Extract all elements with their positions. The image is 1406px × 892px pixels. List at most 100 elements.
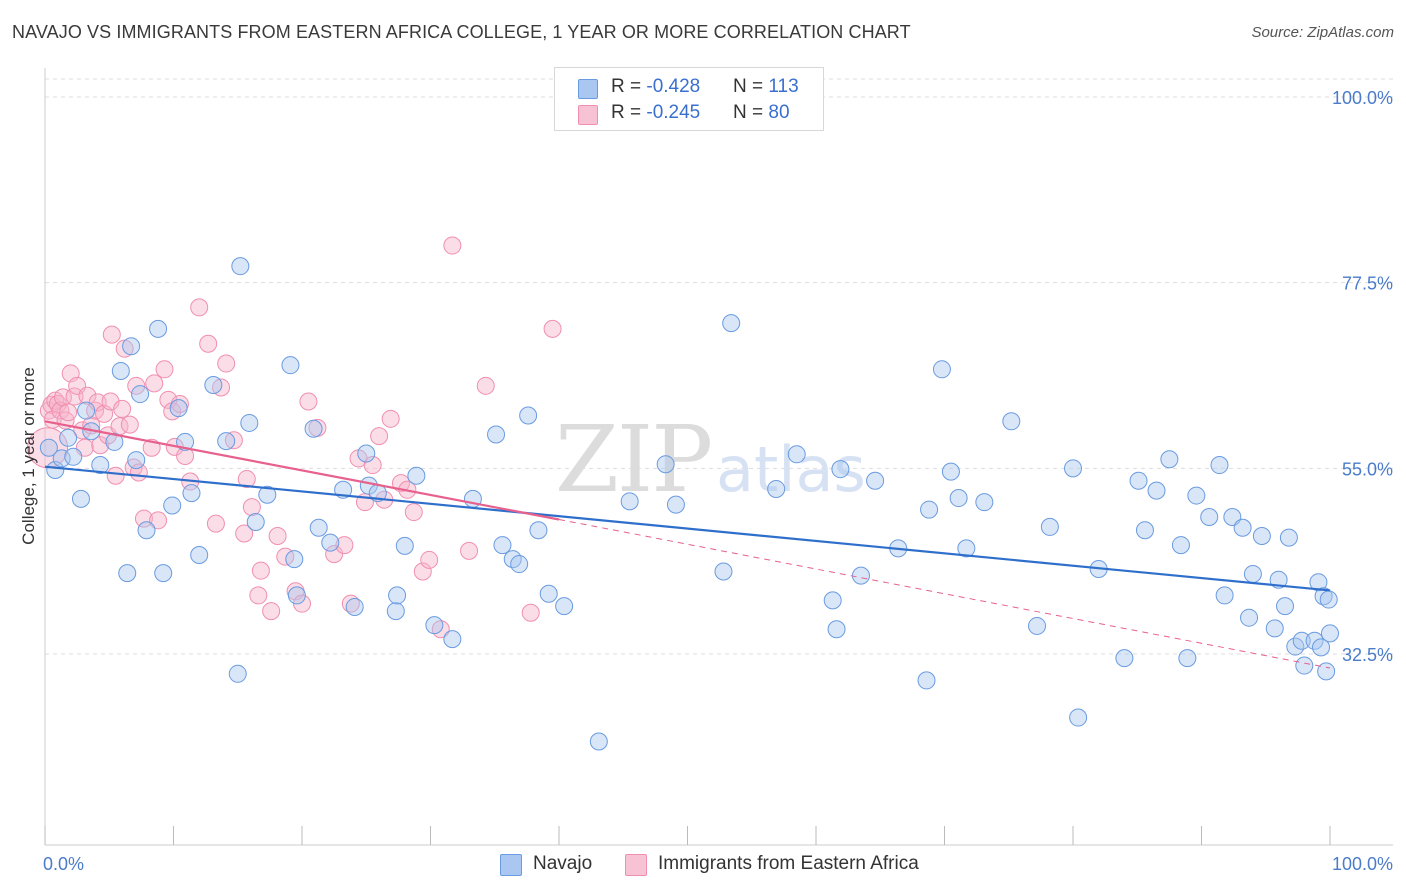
data-point-navajo: [71, 489, 90, 508]
data-point-navajo: [555, 597, 574, 616]
data-point-navajo: [941, 462, 960, 481]
navajo-n-value: 113: [768, 76, 799, 97]
data-point-navajo: [64, 447, 83, 466]
data-point-navajo: [1319, 590, 1338, 609]
x-tick-label: 0.0%: [43, 854, 84, 874]
data-point-navajo: [787, 445, 806, 464]
data-point-eastern-africa: [420, 550, 439, 569]
data-point-navajo: [1187, 486, 1206, 505]
data-point-navajo: [59, 428, 78, 447]
data-point-eastern-africa: [242, 498, 261, 517]
data-point-navajo: [1129, 471, 1148, 490]
tick-labels: 32.5% 55.0% 77.5% 100.0% 0.0% 100.0%: [43, 88, 1393, 874]
data-point-navajo: [851, 566, 870, 585]
data-point-eastern-africa: [113, 399, 132, 418]
data-point-navajo: [620, 492, 639, 511]
data-point-navajo: [1064, 459, 1082, 478]
x-tick-label: 100.0%: [1332, 854, 1393, 874]
data-point-navajo: [91, 456, 110, 475]
y-tick-label: 77.5%: [1342, 274, 1393, 294]
data-point-navajo: [77, 401, 96, 420]
data-point-eastern-africa: [134, 509, 153, 528]
data-point-navajo: [917, 671, 936, 690]
data-point-navajo: [122, 337, 141, 356]
data-point-navajo: [1215, 586, 1234, 605]
y-tick-label: 100.0%: [1332, 88, 1393, 108]
data-point-navajo: [182, 484, 201, 503]
data-point-navajo: [1002, 412, 1021, 431]
data-point-navajo: [240, 413, 259, 432]
data-point-navajo: [1305, 631, 1324, 650]
trend-lines: [44, 420, 1331, 669]
data-point-navajo: [493, 536, 512, 555]
navajo-legend-label: Navajo: [533, 853, 593, 874]
data-point-navajo: [1309, 573, 1328, 592]
data-point-navajo: [111, 361, 130, 380]
data-point-eastern-africa: [78, 386, 97, 405]
data-point-eastern-africa: [127, 376, 146, 395]
data-point-navajo: [1295, 656, 1314, 675]
data-point-navajo: [407, 466, 426, 485]
data-point-navajo: [1243, 564, 1262, 583]
data-point-navajo: [395, 536, 414, 555]
data-point-eastern-africa: [190, 298, 209, 317]
data-point-navajo: [443, 630, 462, 649]
correlation-legend: R = -0.428 N = 113 R = -0.245 N = 80: [554, 67, 824, 131]
y-tick-label: 55.0%: [1342, 459, 1393, 479]
data-point-navajo: [1028, 616, 1047, 635]
data-point-navajo: [827, 620, 846, 639]
source-label: Source: ZipAtlas.com: [1251, 24, 1394, 41]
r-label: R =: [611, 76, 647, 97]
data-point-eastern-africa: [102, 325, 121, 344]
data-point-navajo: [539, 584, 558, 603]
navajo-r-value: -0.428: [646, 76, 701, 97]
data-point-navajo: [1321, 624, 1339, 643]
data-point-navajo: [228, 664, 247, 683]
data-point-navajo: [1040, 517, 1059, 536]
data-point-navajo: [246, 512, 265, 531]
data-point-navajo: [217, 432, 236, 451]
data-point-navajo: [231, 257, 250, 276]
data-point-navajo: [666, 495, 685, 514]
data-point-eastern-africa: [235, 524, 254, 543]
data-point-navajo: [105, 432, 124, 451]
data-point-navajo: [831, 460, 850, 479]
data-point-navajo: [866, 471, 885, 490]
eastern-africa-legend-label: Immigrants from Eastern Africa: [658, 853, 919, 874]
data-point-eastern-africa: [217, 354, 236, 373]
data-point-navajo: [1069, 708, 1088, 727]
data-point-navajo: [1115, 649, 1134, 668]
n-label: N =: [733, 102, 769, 123]
data-point-navajo: [487, 425, 506, 444]
data-point-navajo: [510, 555, 529, 574]
series-navajo-points: [39, 257, 1339, 751]
data-point-eastern-africa: [120, 415, 139, 434]
r-label: R =: [611, 102, 647, 123]
data-point-navajo: [127, 451, 146, 470]
data-point-eastern-africa: [443, 236, 462, 255]
data-point-eastern-africa: [51, 401, 70, 420]
data-point-navajo: [285, 550, 304, 569]
data-point-eastern-africa: [237, 470, 256, 489]
data-point-navajo: [1265, 619, 1284, 638]
data-point-navajo: [920, 500, 939, 519]
data-point-navajo: [386, 602, 405, 621]
legend-row-eastern-africa: R = -0.245 N = 80: [555, 101, 823, 127]
data-point-eastern-africa: [206, 514, 225, 533]
data-point-navajo: [1312, 638, 1331, 657]
n-label: N =: [733, 76, 769, 97]
data-point-navajo: [154, 564, 173, 583]
data-point-eastern-africa: [262, 602, 281, 621]
data-point-eastern-africa: [370, 427, 389, 446]
data-point-navajo: [137, 521, 156, 540]
data-point-navajo: [1317, 662, 1336, 681]
data-point-navajo: [1276, 597, 1295, 616]
eastern-africa-swatch: [578, 105, 598, 125]
eastern-africa-legend-swatch: [625, 854, 647, 876]
chart-title: NAVAJO VS IMMIGRANTS FROM EASTERN AFRICA…: [12, 22, 911, 42]
data-point-navajo: [287, 586, 306, 605]
axes: [44, 68, 1393, 846]
data-point-navajo: [975, 493, 994, 512]
data-point-eastern-africa: [251, 561, 270, 580]
eastern-africa-r-value: -0.245: [646, 102, 701, 123]
